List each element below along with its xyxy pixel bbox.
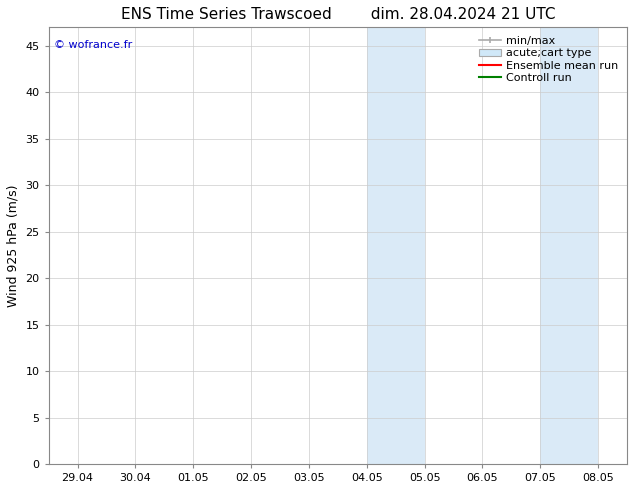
Bar <box>540 27 569 464</box>
Text: © wofrance.fr: © wofrance.fr <box>55 40 133 50</box>
Bar <box>396 27 425 464</box>
Bar <box>569 27 598 464</box>
Title: ENS Time Series Trawscoed        dim. 28.04.2024 21 UTC: ENS Time Series Trawscoed dim. 28.04.202… <box>120 7 555 22</box>
Legend: min/max, acute;cart type, Ensemble mean run, Controll run: min/max, acute;cart type, Ensemble mean … <box>476 33 621 86</box>
Bar <box>367 27 396 464</box>
Y-axis label: Wind 925 hPa (m/s): Wind 925 hPa (m/s) <box>7 184 20 307</box>
